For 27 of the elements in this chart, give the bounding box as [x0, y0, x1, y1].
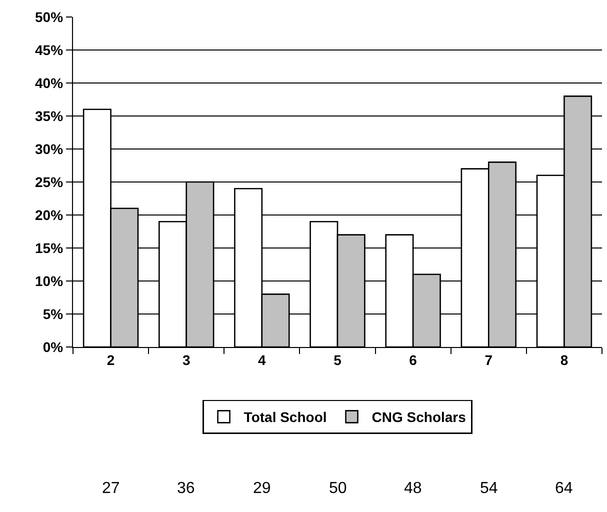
y-tick-label: 50% [35, 8, 64, 25]
text: 36 [177, 480, 195, 497]
x-tick-label: 2 [106, 352, 115, 368]
text: 48 [404, 480, 422, 497]
text: 64 [555, 480, 573, 497]
text: 29 [253, 480, 271, 497]
text: 50 [329, 480, 347, 497]
y-tick-label: 40% [35, 74, 64, 91]
y-tick-label: 45% [35, 42, 64, 58]
y-tick-label: 35% [35, 108, 64, 124]
y-tick-label: 5% [42, 306, 64, 322]
y-tick-label: 0% [42, 338, 64, 355]
x-tick-label: 5 [334, 352, 342, 368]
x-tick-label: 8 [560, 352, 568, 368]
text: 54 [480, 480, 498, 497]
y-tick-label: 30% [35, 140, 64, 157]
x-tick-label: 6 [409, 352, 418, 368]
y-tick-label: 20% [35, 206, 64, 223]
x-tick-label: 4 [258, 352, 266, 368]
x-tick-label: 3 [182, 352, 190, 368]
legend-label: Total School [244, 409, 327, 426]
y-tick-label: 10% [35, 272, 64, 289]
text: 27 [102, 480, 120, 497]
x-tick-label: 7 [484, 352, 493, 368]
legend-label: CNG Scholars [372, 409, 466, 426]
y-tick-label: 15% [35, 240, 64, 256]
y-tick-label: 25% [35, 174, 64, 190]
